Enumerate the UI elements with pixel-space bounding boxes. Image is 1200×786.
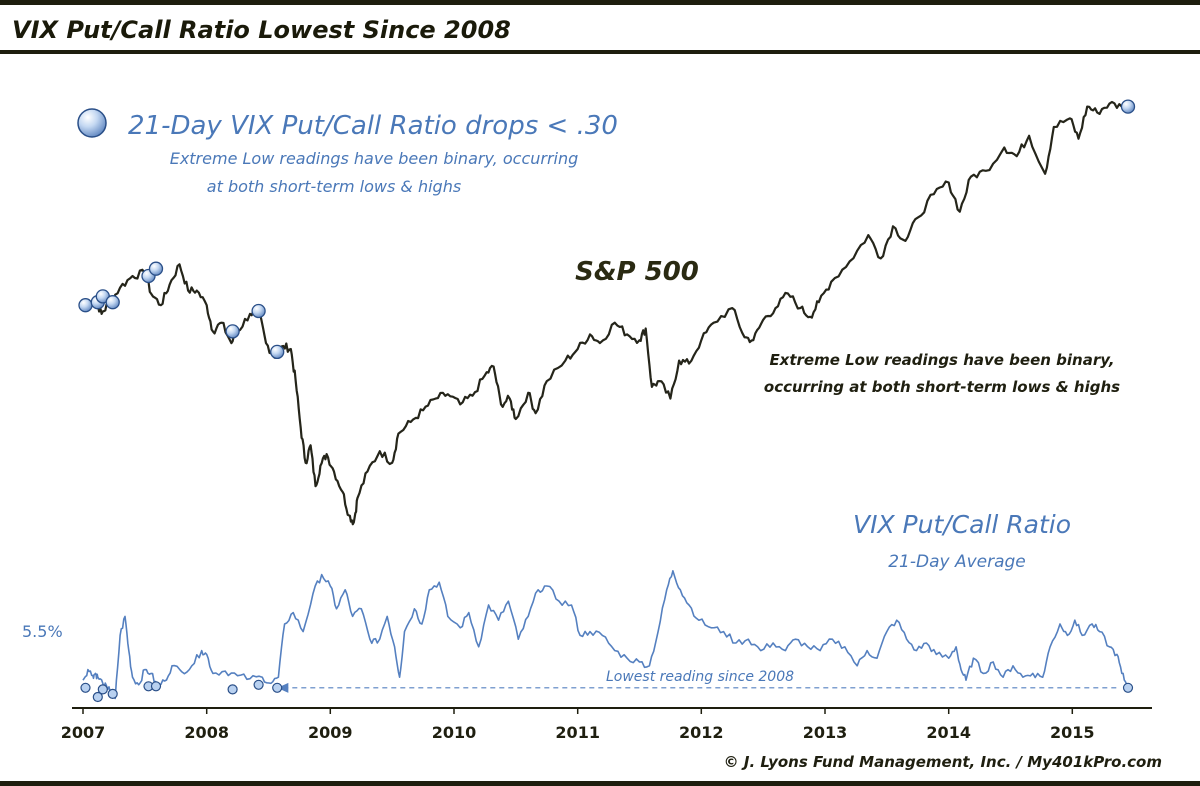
- x-tick-label: 2010: [432, 723, 477, 742]
- x-tick-label: 2012: [679, 723, 724, 742]
- ratio-series-label: VIX Put/Call Ratio: [853, 510, 1071, 539]
- footer-credit: © J. Lyons Fund Management, Inc. / My401…: [724, 753, 1162, 771]
- header-divider: [0, 50, 1200, 54]
- x-tick-label: 2015: [1050, 723, 1095, 742]
- x-axis-ticks: 2007 2008 2009 2010 2011 2012 2013 2014 2015: [61, 708, 1095, 742]
- spx-annotation-line-1: Extreme Low readings have been binary,: [769, 351, 1114, 369]
- spx-signal-marker: [148, 261, 164, 276]
- ratio-ytick-label: 5.5%: [22, 622, 63, 641]
- x-tick-label: 2008: [184, 723, 229, 742]
- ratio-series-line: [82, 570, 1129, 700]
- spx-signal-marker: [251, 303, 266, 319]
- legend-note-line-1: Extreme Low readings have been binary, o…: [170, 149, 579, 168]
- spx-signal-marker: [1120, 99, 1136, 114]
- spx-signal-marker: [78, 298, 93, 313]
- ratio-series-subtitle: 21-Day Average: [888, 552, 1026, 572]
- spx-signal-marker: [105, 295, 120, 310]
- ratio-signal-marker: [92, 691, 103, 703]
- spx-signal-marker: [225, 324, 240, 339]
- top-border: [0, 0, 1200, 5]
- ratio-signal-marker: [80, 682, 91, 693]
- ratio-signal-marker: [150, 681, 162, 692]
- legend-marker-icon: [77, 108, 107, 138]
- ratio-panel: [80, 570, 1134, 703]
- spx-series-label: S&P 500: [575, 257, 699, 287]
- legend-note-line-2: at both short-term lows & highs: [207, 177, 461, 196]
- ratio-signal-marker: [272, 682, 283, 693]
- ratio-signal-marker: [107, 688, 118, 700]
- spx-signal-marker: [270, 344, 285, 360]
- x-tick-label: 2007: [61, 723, 106, 742]
- chart-title: VIX Put/Call Ratio Lowest Since 2008: [12, 16, 511, 44]
- x-tick-label: 2014: [926, 723, 971, 742]
- ratio-signal-marker: [1122, 682, 1134, 693]
- x-tick-label: 2013: [803, 723, 848, 742]
- x-tick-label: 2009: [308, 723, 353, 742]
- legend-marker-label: 21-Day VIX Put/Call Ratio drops < .30: [128, 111, 618, 141]
- bottom-border: [0, 781, 1200, 786]
- reference-arrowhead-icon: [277, 682, 289, 693]
- ratio-signal-marker: [97, 684, 108, 695]
- ratio-signal-marker: [253, 679, 264, 690]
- reference-line-label: Lowest reading since 2008: [606, 669, 794, 685]
- ratio-signal-marker: [227, 684, 238, 695]
- x-tick-label: 2011: [555, 723, 600, 742]
- spx-annotation-line-2: occurring at both short-term lows & high…: [764, 378, 1120, 396]
- spx-panel: [78, 99, 1136, 526]
